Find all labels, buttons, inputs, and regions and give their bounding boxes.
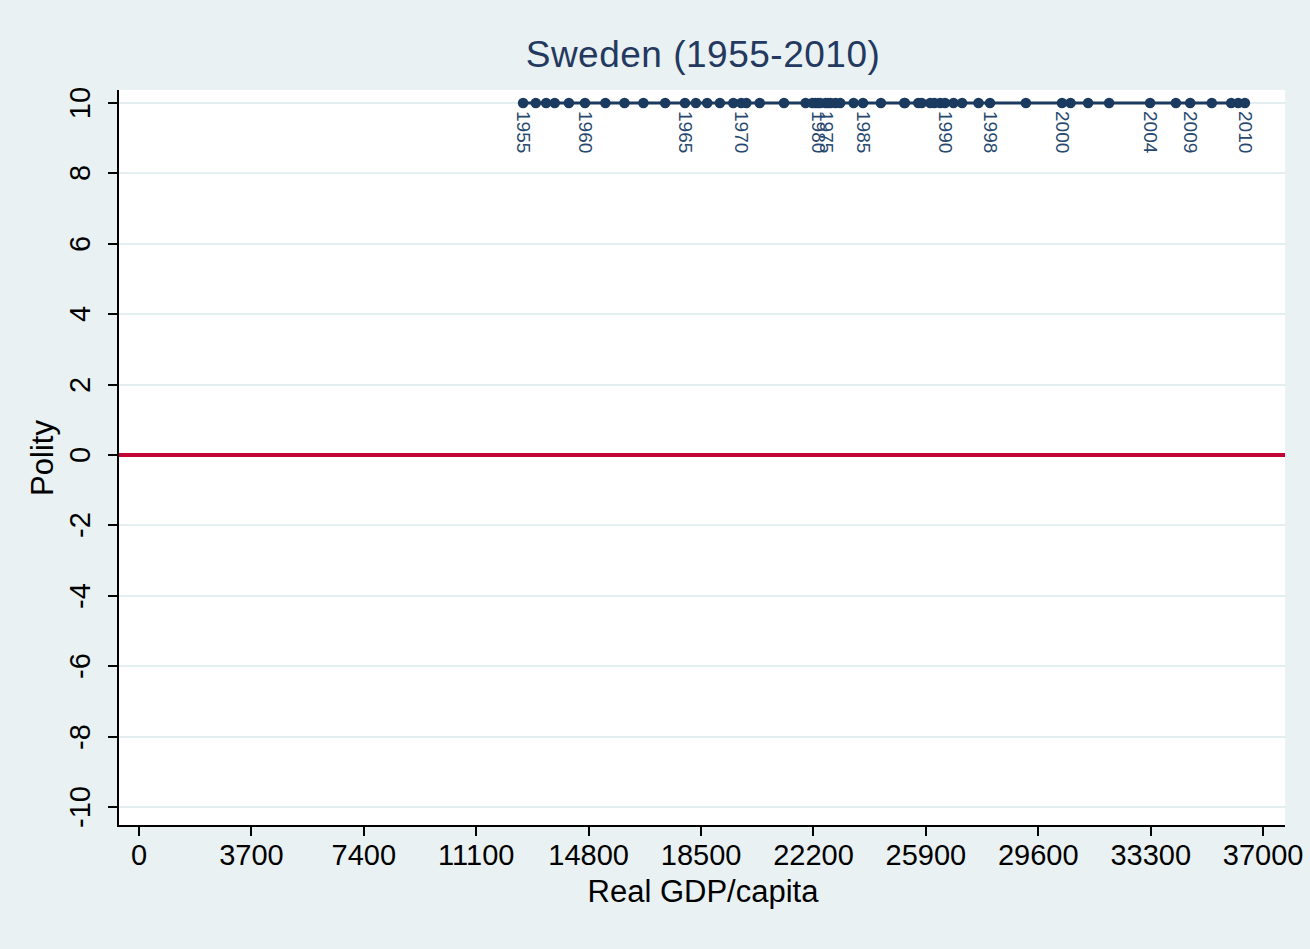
data-point-marker <box>564 98 575 109</box>
x-tick-mark <box>1150 827 1152 836</box>
x-tick-label: 37000 <box>1223 839 1304 872</box>
x-tick-mark <box>363 827 365 836</box>
point-year-label: 1970 <box>732 111 751 153</box>
data-point-marker <box>1104 98 1115 109</box>
data-point-marker <box>913 98 924 109</box>
data-point-marker <box>779 98 790 109</box>
data-point-marker <box>985 98 996 109</box>
y-tick-label: 4 <box>64 306 97 322</box>
x-tick-mark <box>1037 827 1039 836</box>
x-tick-label: 22200 <box>773 839 854 872</box>
point-year-label: 2009 <box>1181 111 1200 153</box>
data-point-marker <box>1145 98 1156 109</box>
y-tick-label: -6 <box>64 653 97 679</box>
x-tick-mark <box>1262 827 1264 836</box>
y-tick-label: 8 <box>64 165 97 181</box>
y-tick-label: -10 <box>64 786 97 828</box>
x-tick-mark <box>700 827 702 836</box>
point-year-label: 1990 <box>936 111 955 153</box>
data-point-marker <box>715 98 726 109</box>
y-tick-label: -4 <box>64 583 97 609</box>
data-point-marker <box>1185 98 1196 109</box>
y-tick-label: 10 <box>64 87 97 119</box>
point-year-label: 2004 <box>1141 111 1160 153</box>
y-tick-mark <box>108 243 117 245</box>
y-tick-mark <box>108 806 117 808</box>
point-year-label: 1955 <box>514 111 533 153</box>
x-tick-label: 14800 <box>548 839 629 872</box>
y-tick-label: 6 <box>64 236 97 252</box>
data-point-marker <box>518 98 529 109</box>
data-point-marker <box>1065 98 1076 109</box>
point-year-label: 1965 <box>675 111 694 153</box>
point-year-label: 1975 <box>816 111 835 153</box>
point-year-label: 2000 <box>1053 111 1072 153</box>
x-tick-mark <box>138 827 140 836</box>
data-point-marker <box>549 98 560 109</box>
data-point-marker <box>957 98 968 109</box>
data-series-layer <box>119 90 1285 825</box>
data-point-marker <box>531 98 542 109</box>
data-point-marker <box>580 98 591 109</box>
x-tick-label: 18500 <box>661 839 742 872</box>
chart-title: Sweden (1955-2010) <box>119 34 1287 76</box>
y-tick-label: -2 <box>64 513 97 539</box>
data-point-marker <box>876 98 887 109</box>
point-year-label: 1960 <box>576 111 595 153</box>
x-tick-mark <box>588 827 590 836</box>
data-point-marker <box>619 98 630 109</box>
data-point-marker <box>848 98 859 109</box>
y-tick-mark <box>108 384 117 386</box>
point-year-label: 2010 <box>1235 111 1254 153</box>
x-tick-mark <box>475 827 477 836</box>
y-tick-label: -8 <box>64 724 97 750</box>
x-tick-mark <box>250 827 252 836</box>
data-point-marker <box>1207 98 1218 109</box>
x-tick-label: 3700 <box>219 839 284 872</box>
data-point-marker <box>1240 98 1251 109</box>
point-year-label: 1998 <box>981 111 1000 153</box>
data-point-marker <box>702 98 713 109</box>
data-point-marker <box>1171 98 1182 109</box>
figure-canvas: Sweden (1955-2010) Polity 1955 1960 1965 19… <box>0 0 1310 949</box>
data-point-marker <box>741 98 752 109</box>
data-point-marker <box>823 98 834 109</box>
x-tick-label: 29600 <box>998 839 1079 872</box>
data-point-marker <box>1021 98 1032 109</box>
data-point-marker <box>973 98 984 109</box>
data-point-marker <box>680 98 691 109</box>
x-tick-label: 33300 <box>1110 839 1191 872</box>
y-tick-label: 0 <box>64 447 97 463</box>
x-tick-mark <box>925 827 927 836</box>
data-point-marker <box>925 98 936 109</box>
data-point-marker <box>660 98 671 109</box>
data-point-marker <box>858 98 869 109</box>
x-tick-label: 11100 <box>438 839 514 872</box>
y-tick-mark <box>108 313 117 315</box>
y-tick-mark <box>108 595 117 597</box>
y-tick-mark <box>108 665 117 667</box>
y-tick-mark <box>108 454 117 456</box>
y-tick-mark <box>108 736 117 738</box>
data-point-marker <box>835 98 846 109</box>
y-tick-mark <box>108 172 117 174</box>
data-point-marker <box>1226 98 1237 109</box>
y-tick-mark <box>108 102 117 104</box>
data-point-marker <box>638 98 649 109</box>
point-year-label: 1985 <box>854 111 873 153</box>
x-tick-label: 7400 <box>332 839 397 872</box>
x-axis-title: Real GDP/capita <box>119 874 1287 910</box>
data-point-marker <box>900 98 911 109</box>
x-tick-label: 0 <box>131 839 147 872</box>
x-tick-mark <box>812 827 814 836</box>
x-tick-label: 25900 <box>886 839 967 872</box>
plot-area: 1955196019651970198019751985199019982000… <box>117 90 1285 827</box>
data-point-marker <box>691 98 702 109</box>
y-tick-mark <box>108 524 117 526</box>
y-tick-label: 2 <box>64 377 97 393</box>
data-point-marker <box>754 98 765 109</box>
data-point-marker <box>600 98 611 109</box>
data-point-marker <box>1083 98 1094 109</box>
y-axis-title: Polity <box>25 420 61 496</box>
